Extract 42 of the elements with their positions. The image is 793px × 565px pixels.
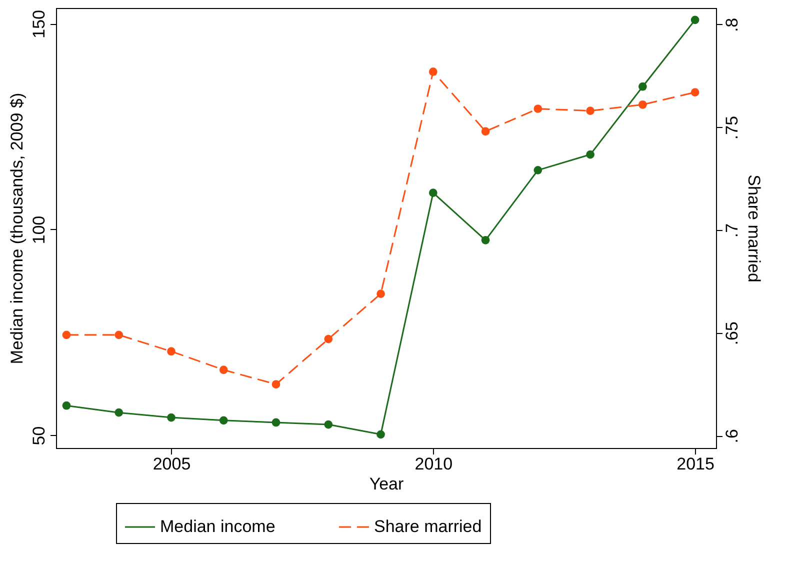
point: [376, 430, 385, 439]
y2-tick-label: .65: [722, 322, 742, 346]
point: [586, 106, 594, 115]
y2-tick-label: .6: [722, 429, 742, 444]
legend-label: Median income: [160, 517, 276, 536]
x-tick-label: 2005: [152, 454, 191, 474]
y-tick-label: 150: [30, 10, 48, 38]
point: [690, 88, 700, 96]
point: [638, 100, 647, 109]
x-tick-label: 2015: [676, 454, 714, 474]
y2-tick-label: .8: [722, 18, 742, 32]
y-tick-label: 100: [30, 216, 48, 244]
point: [114, 330, 124, 340]
point: [272, 380, 280, 388]
point: [62, 330, 71, 340]
point: [638, 82, 647, 91]
legend-label: Share married: [374, 517, 482, 536]
point: [481, 127, 490, 136]
point: [481, 236, 490, 244]
y2-tick-label: .7: [722, 223, 742, 238]
point: [586, 150, 594, 159]
x-tick-label: 2010: [414, 454, 453, 474]
point: [324, 420, 333, 429]
point: [167, 413, 176, 422]
point: [376, 290, 385, 298]
y2-axis-title: Share married: [744, 174, 764, 282]
point: [534, 166, 542, 174]
point: [114, 408, 124, 417]
point: [219, 416, 228, 425]
y2-tick-label: .75: [722, 116, 742, 140]
y-tick-label: 50: [30, 426, 48, 446]
point: [167, 347, 176, 356]
point: [324, 334, 333, 344]
point: [62, 401, 71, 410]
point: [272, 418, 280, 427]
point: [428, 188, 438, 197]
point: [534, 104, 542, 113]
x-axis-title: Year: [369, 474, 404, 494]
point: [428, 68, 438, 76]
point: [690, 16, 700, 24]
y-axis-title: Median income (thousands, 2009 $): [8, 92, 26, 364]
point: [219, 366, 228, 374]
